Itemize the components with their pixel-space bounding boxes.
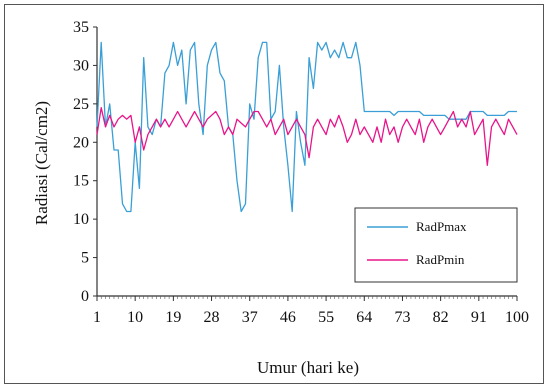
x-axis-ticks: 1 10 19 28 37 46 55 64 73 82 91 100 bbox=[93, 296, 529, 326]
x-tick-label: 73 bbox=[394, 309, 410, 326]
x-tick-label: 64 bbox=[356, 309, 372, 326]
x-tick-label: 1 bbox=[93, 309, 101, 326]
y-tick-label: 25 bbox=[73, 96, 89, 113]
x-tick-label: 10 bbox=[127, 309, 143, 326]
x-tick-label: 37 bbox=[242, 309, 258, 326]
x-tick-label: 100 bbox=[505, 309, 529, 326]
x-tick-label: 46 bbox=[280, 309, 296, 326]
y-tick-label: 35 bbox=[73, 19, 89, 36]
series-line-radpmax bbox=[96, 41, 517, 213]
x-tick-label: 28 bbox=[204, 309, 220, 326]
legend-label-radpmin: RadPmin bbox=[416, 252, 465, 267]
legend-box bbox=[354, 207, 518, 283]
x-axis-title: Umur (hari ke) bbox=[257, 358, 359, 377]
x-tick-label: 91 bbox=[471, 309, 487, 326]
y-tick-label: 5 bbox=[81, 250, 89, 267]
y-tick-label: 30 bbox=[73, 57, 89, 74]
y-axis-title: Radiasi (Cal/cm2) bbox=[32, 101, 51, 225]
legend-label-radpmax: RadPmax bbox=[416, 219, 467, 234]
x-tick-label: 19 bbox=[165, 309, 181, 326]
chart-frame bbox=[4, 4, 544, 384]
y-tick-label: 15 bbox=[73, 173, 89, 190]
series-line-radpmin bbox=[96, 107, 518, 166]
x-tick-label: 55 bbox=[318, 309, 334, 326]
y-tick-label: 10 bbox=[73, 211, 89, 228]
y-tick-label: 20 bbox=[73, 134, 89, 151]
x-tick-label: 82 bbox=[433, 309, 449, 326]
y-axis-ticks: 0 5 10 15 20 25 30 35 bbox=[73, 19, 97, 305]
plot-area bbox=[96, 41, 518, 213]
y-tick-label: 0 bbox=[81, 288, 89, 305]
legend: RadPmax RadPmin bbox=[354, 207, 518, 283]
